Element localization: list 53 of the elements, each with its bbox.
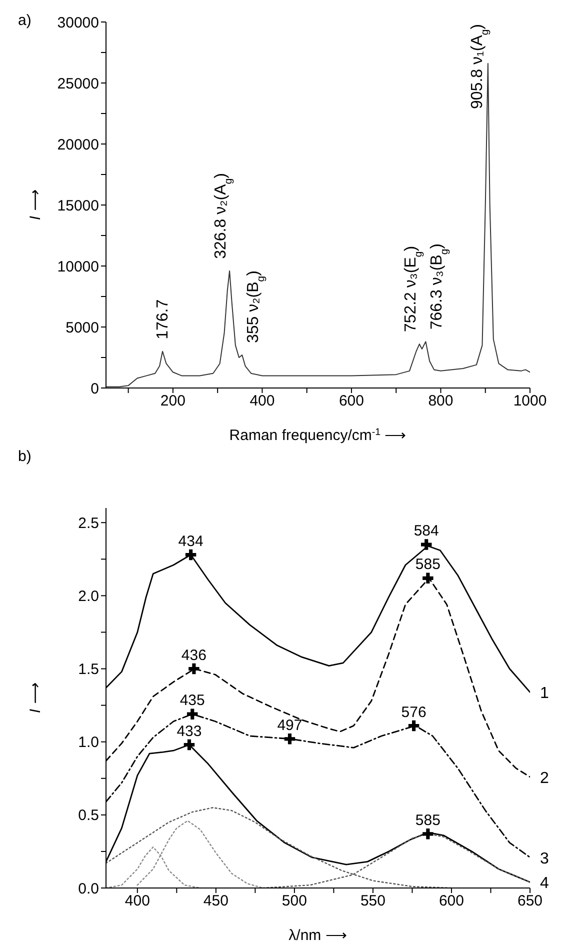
x-tick-label: 200 — [160, 392, 186, 410]
x-tick-label: 400 — [124, 892, 150, 910]
x-tick-label: 800 — [428, 392, 454, 410]
point — [185, 549, 196, 560]
series-label: 3 — [540, 850, 549, 868]
x-tick-label: 450 — [203, 892, 228, 910]
point — [184, 739, 195, 750]
annotation: 585 — [415, 556, 440, 574]
x-tick-label: 1000 — [513, 392, 547, 410]
annotation: 585 — [415, 812, 440, 829]
point — [408, 720, 420, 732]
chart-title: b) — [18, 448, 32, 465]
y-tick-label: 1.0 — [78, 734, 99, 752]
annotation: 434 — [178, 532, 204, 550]
series-label: 4 — [540, 875, 549, 892]
series-label: 2 — [540, 770, 549, 787]
x-axis-title: λ/nm ⟶ — [288, 927, 348, 944]
y-tick-label: 15000 — [57, 197, 99, 214]
point — [420, 539, 432, 550]
x-tick-label: 600 — [338, 392, 364, 410]
annotation: 435 — [180, 692, 205, 710]
y-tick-label: 10000 — [57, 258, 99, 276]
y-tick-label: 2.0 — [78, 588, 99, 606]
annotation: 436 — [181, 646, 206, 664]
annotation: 576 — [401, 704, 426, 721]
x-tick-label: 550 — [360, 892, 386, 910]
y-tick-label: 30000 — [57, 14, 99, 32]
y-tick-label: 5000 — [66, 319, 99, 336]
chart-title: a) — [18, 12, 32, 29]
point — [422, 572, 434, 584]
y-tick-label: 2.5 — [78, 514, 99, 532]
annotation: 497 — [277, 716, 302, 734]
text: 0.0 — [78, 880, 99, 898]
annotation: 433 — [176, 722, 202, 740]
y-tick-label: 0 — [90, 380, 99, 398]
x-tick-label: 500 — [282, 892, 307, 910]
annotation: 584 — [414, 522, 439, 540]
annotation: 176.7 — [154, 299, 172, 340]
series-label: 1 — [540, 685, 549, 702]
x-axis-title: Raman frequency/cm$^{-1}$ ⟶ — [229, 426, 407, 444]
y-tick-label: 20000 — [57, 136, 99, 154]
x-tick-label: 650 — [517, 892, 543, 910]
x-tick-label: 600 — [438, 892, 464, 910]
y-axis-title: I ⟶ — [27, 682, 44, 714]
point — [284, 734, 296, 744]
point — [187, 708, 198, 720]
y-tick-label: 25000 — [57, 75, 99, 92]
point — [188, 663, 200, 674]
x-tick-label: 400 — [250, 392, 275, 410]
y-tick-label: 1.5 — [78, 661, 99, 678]
y-axis-title: I ⟶ — [27, 188, 44, 220]
y-tick-label: 0.5 — [78, 807, 99, 824]
point — [422, 828, 434, 840]
